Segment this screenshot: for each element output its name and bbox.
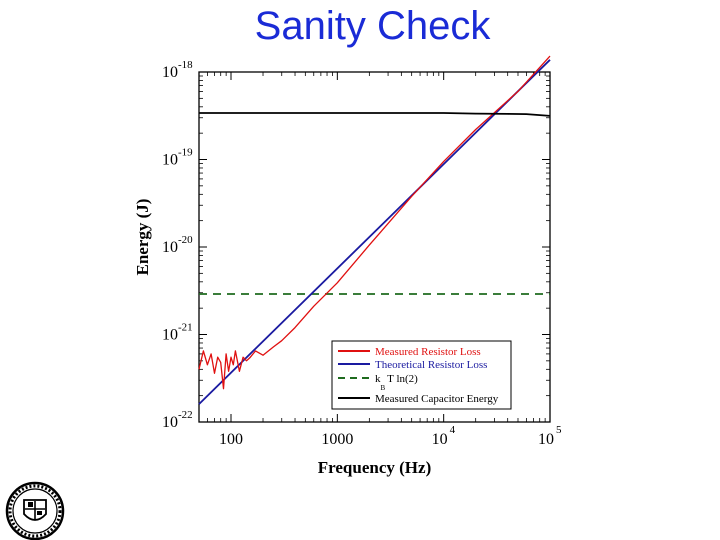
series-line-1 [198,55,551,390]
y-tick-label: 10 [162,152,178,169]
x-tick-label: 10 [432,431,448,448]
x-axis-title: Frequency (Hz) [318,458,431,477]
y-axis-title: Energy (J) [133,199,152,276]
y-tick-exponent: -22 [178,409,193,421]
legend-label: Theoretical Resistor Loss [375,359,487,371]
y-tick-exponent: -18 [178,59,193,71]
legend-label: Measured Resistor Loss [375,346,481,358]
y-tick-label: 10 [162,239,178,256]
series-line-4 [199,112,551,117]
slide-title: Sanity Check [254,4,491,48]
x-tick-exponent: 4 [450,424,456,436]
y-tick-exponent: -21 [178,322,193,334]
y-tick-exponent: -20 [178,234,193,246]
x-tick-label: 100 [219,431,243,448]
y-tick-exponent: -19 [178,147,193,159]
x-tick-label: 1000 [321,431,353,448]
university-seal-logo [5,481,65,540]
series-line-2 [198,59,551,405]
legend-label: Measured Capacitor Energy [375,393,499,405]
x-tick-exponent: 5 [556,424,562,436]
y-tick-label: 10 [162,414,178,431]
x-tick-label: 10 [538,431,554,448]
y-tick-label: 10 [162,327,178,344]
y-tick-label: 10 [162,64,178,81]
